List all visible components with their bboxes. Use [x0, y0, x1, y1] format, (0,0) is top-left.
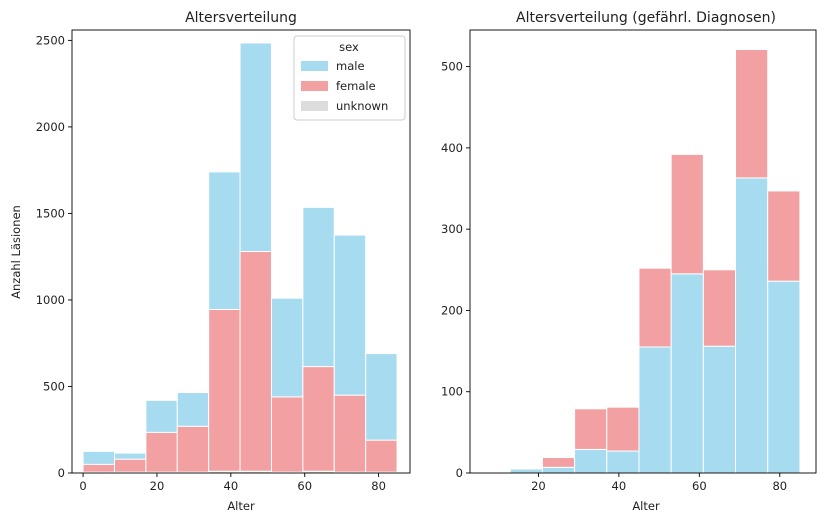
bar-right-female-7 [702, 269, 737, 347]
bar-right-male-5 [638, 346, 672, 474]
bar-right-female-4 [606, 406, 640, 452]
bar-right-male-9 [767, 280, 801, 474]
bar-left-male-4 [208, 171, 241, 310]
bar-right-male-7 [702, 345, 737, 474]
legend-title: sex [339, 40, 359, 54]
bar-left-female-9 [365, 439, 398, 473]
bar-right-female-5 [638, 267, 672, 348]
bar-right-female-1 [509, 467, 543, 470]
bar-left-female-5 [239, 251, 272, 472]
bar-left-male-9 [365, 353, 398, 441]
bar-right-male-4 [606, 450, 640, 474]
bar-right-female-8 [735, 49, 769, 179]
bar-right-female-2 [541, 457, 576, 468]
chart-right-xlabel: Alter [632, 499, 660, 513]
ytick-label-left: 2000 [36, 120, 65, 134]
bar-left-male-8 [333, 234, 367, 396]
chart-right-bars [509, 49, 801, 474]
legend-label-female: female [336, 79, 376, 93]
bar-left-female-2 [145, 431, 178, 473]
plot-frame-right [469, 29, 817, 474]
bar-left-male-6 [270, 297, 304, 398]
chart-left-bars [82, 42, 398, 474]
ytick-label-right: 500 [441, 60, 463, 74]
bar-left-male-5 [239, 42, 272, 252]
ytick-label-left: 500 [43, 379, 65, 393]
legend-swatch-male [301, 61, 328, 71]
chart-right-title: Altersverteilung (gefährl. Diagnosen) [516, 10, 776, 26]
bar-left-male-3 [176, 392, 210, 427]
xtick-label-right: 80 [772, 479, 787, 493]
xtick-label-left: 0 [79, 479, 86, 493]
bar-right-female-9 [767, 190, 801, 282]
ytick-label-right: 200 [441, 303, 463, 317]
xtick-label-right: 40 [612, 479, 627, 493]
bar-right-male-1 [509, 468, 543, 474]
bar-left-male-0 [82, 450, 115, 465]
plot-frame-left [71, 29, 411, 474]
xtick-label-left: 60 [297, 479, 312, 493]
chart-right-axes: 20 40 60 80 0 100 200 300 400 500 [441, 29, 817, 493]
ytick-label-left: 2500 [36, 33, 65, 47]
legend-label-male: male [336, 59, 365, 73]
xtick-label-right: 60 [692, 479, 707, 493]
chart-left: Altersverteilung 0 20 40 60 80 0 500 1000 1500 20… [9, 10, 411, 513]
chart-left-axes: 0 20 40 60 80 0 500 1000 1500 2000 2500 [36, 29, 411, 493]
bar-right-male-6 [670, 273, 704, 474]
ytick-label-right: 0 [456, 466, 463, 480]
bar-right-male-8 [735, 177, 769, 474]
ytick-label-right: 300 [441, 222, 463, 236]
bar-right-male-2 [541, 466, 576, 474]
bar-left-male-2 [145, 399, 178, 433]
xtick-label-left: 20 [150, 479, 165, 493]
bar-left-female-0 [82, 463, 115, 473]
ytick-label-left: 1000 [36, 293, 65, 307]
xtick-label-right: 20 [531, 479, 546, 493]
ytick-label-left: 0 [58, 466, 65, 480]
legend-swatch-unknown [301, 101, 328, 111]
legend-label-unknown: unknown [336, 99, 388, 113]
bar-left-male-1 [113, 452, 147, 460]
bar-left-female-8 [333, 394, 367, 473]
xtick-label-left: 80 [371, 479, 386, 493]
legend-swatch-female [301, 81, 328, 91]
chart-left-ylabel: Anzahl Läsionen [9, 205, 23, 299]
bar-left-female-1 [113, 458, 147, 473]
bar-left-female-4 [208, 308, 241, 472]
bar-left-female-7 [302, 366, 335, 472]
ytick-label-right: 400 [441, 141, 463, 155]
bar-left-male-7 [302, 206, 335, 368]
bar-right-female-3 [574, 408, 608, 450]
bar-left-female-3 [176, 425, 210, 473]
xtick-label-left: 40 [224, 479, 239, 493]
chart-right: Altersverteilung (gefährl. Diagnosen) 20… [441, 10, 817, 513]
bar-right-male-3 [574, 448, 608, 474]
ytick-label-left: 1500 [36, 206, 65, 220]
bar-right-female-6 [670, 153, 704, 275]
legend: sex male female unknown [293, 35, 406, 121]
bar-left-female-6 [270, 396, 304, 473]
ytick-label-right: 100 [441, 385, 463, 399]
chart-left-xlabel: Alter [227, 499, 255, 513]
chart-left-title: Altersverteilung [185, 10, 297, 26]
legend-box [293, 35, 406, 121]
